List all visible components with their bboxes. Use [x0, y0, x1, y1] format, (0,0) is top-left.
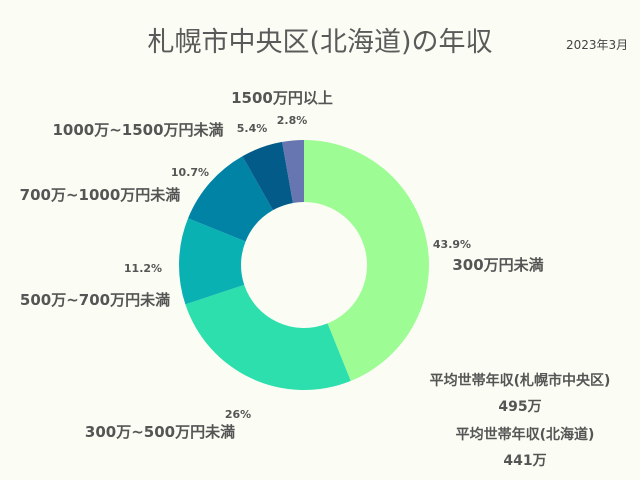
- chart-title: 札幌市中央区(北海道)の年収: [147, 27, 493, 58]
- average-income-chuo-label: 平均世帯年収(札幌市中央区): [429, 373, 611, 389]
- category-label-5: 1500万円以上: [231, 89, 333, 107]
- slice-2: [178, 218, 246, 305]
- slice-5: [282, 140, 304, 203]
- percent-label-5: 2.8%: [277, 114, 308, 127]
- percent-label-4: 5.4%: [237, 122, 268, 135]
- average-income-chuo: 平均世帯年収(札幌市中央区) 495万: [420, 370, 620, 416]
- category-label-1: 300万~500万円未満: [85, 423, 235, 441]
- percent-label-1: 26%: [225, 408, 251, 421]
- percent-label-2: 11.2%: [124, 262, 162, 275]
- slice-0: [304, 140, 430, 381]
- average-income-chuo-value: 495万: [498, 399, 542, 415]
- category-label-0: 300万円未満: [452, 256, 543, 274]
- average-income-hokkaido-label: 平均世帯年収(北海道): [455, 427, 595, 443]
- category-label-2: 500万~700万円未満: [20, 291, 170, 309]
- category-label-3: 700万~1000万円未満: [20, 186, 181, 204]
- average-income-hokkaido: 平均世帯年収(北海道) 441万: [435, 424, 615, 470]
- average-income-hokkaido-value: 441万: [503, 453, 547, 469]
- slice-4: [242, 141, 293, 211]
- percent-label-3: 10.7%: [171, 166, 209, 179]
- category-label-4: 1000万~1500万円未満: [52, 121, 223, 139]
- date-label: 2023年3月: [566, 38, 629, 52]
- percent-label-0: 43.9%: [433, 238, 471, 251]
- slice-1: [185, 284, 351, 391]
- slice-3: [188, 156, 273, 242]
